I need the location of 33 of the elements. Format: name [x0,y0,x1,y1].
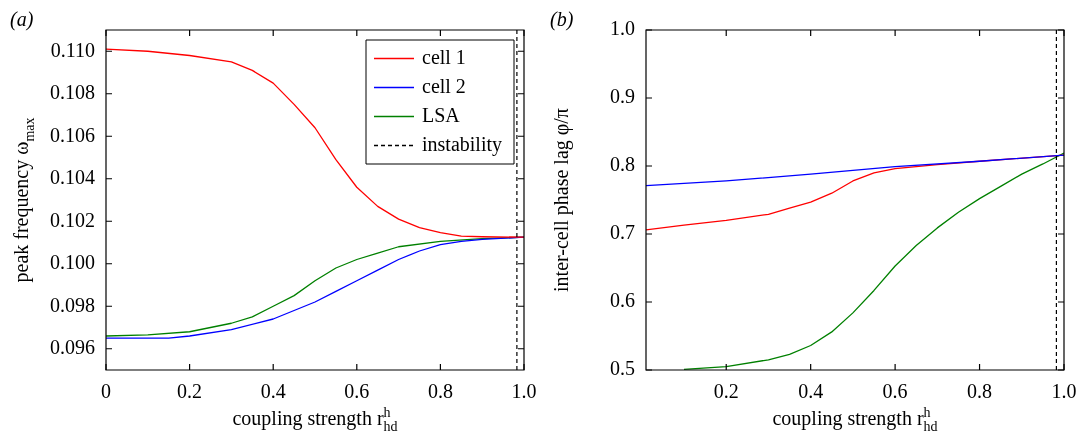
x-tick-label: 0.6 [344,380,370,403]
chart-title: (b) [550,8,574,31]
x-tick-label: 0 [101,380,111,403]
x-tick-label: 0.4 [260,380,286,403]
y-tick-label: 0.6 [610,289,635,312]
y-axis-title: peak frequency ωmax [10,117,37,283]
y-tick-label: 0.108 [50,81,95,103]
x-tick-label: 1.0 [511,380,537,403]
x-tick-label: 0.4 [798,380,824,403]
chart-title: (a) [10,8,34,31]
x-tick-label: 0.8 [967,380,993,403]
y-tick-label: 0.5 [610,357,635,380]
y-tick-label: 0.100 [50,251,95,273]
y-tick-label: 0.106 [50,123,95,146]
y-tick-label: 0.110 [50,38,95,61]
legend-label: cell 1 [422,45,466,68]
y-tick-label: 0.098 [50,293,95,316]
y-tick-label: 0.9 [610,85,635,108]
y-axis-title: inter-cell phase lag φ/π [550,108,573,292]
x-tick-label: 0.2 [713,380,739,403]
x-tick-label: 0.8 [427,380,453,403]
y-tick-label: 0.096 [50,336,95,358]
y-tick-label: 0.102 [50,208,95,231]
y-tick-label: 0.104 [50,166,95,188]
y-tick-label: 0.8 [610,153,635,176]
x-tick-label: 0.6 [882,380,908,403]
y-tick-label: 1.0 [610,17,635,40]
ref-line-label: instability [422,132,502,156]
x-tick-label: 1.0 [1051,380,1077,403]
y-tick-label: 0.7 [610,221,635,244]
legend-label: cell 2 [422,74,466,97]
legend-label: LSA [422,103,461,126]
x-tick-label: 0.2 [177,380,203,403]
